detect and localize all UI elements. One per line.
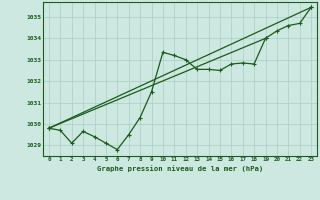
X-axis label: Graphe pression niveau de la mer (hPa): Graphe pression niveau de la mer (hPa) — [97, 165, 263, 172]
